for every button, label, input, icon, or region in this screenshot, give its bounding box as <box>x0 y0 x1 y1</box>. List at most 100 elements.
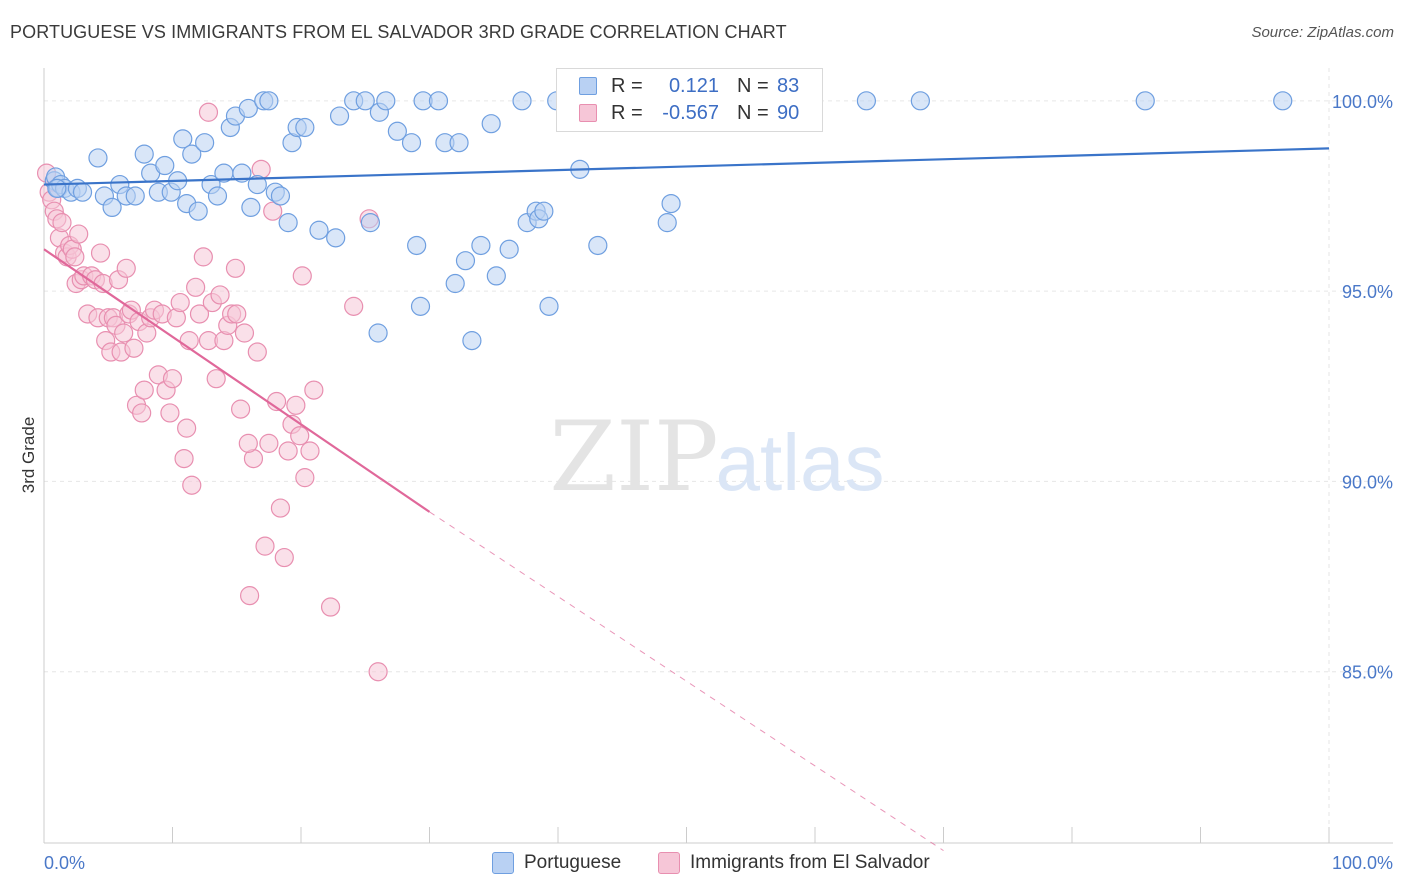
legend-row-el-salvador: R = -0.567 N = 90 <box>579 101 799 125</box>
el-salvador-point <box>270 498 291 518</box>
portuguese-point <box>539 296 559 316</box>
legend-n-value: 90 <box>777 101 800 124</box>
portuguese-point <box>410 296 431 316</box>
series-portuguese <box>44 91 1293 351</box>
el-salvador-point <box>182 475 202 495</box>
el-salvador-point <box>114 323 134 343</box>
el-salvador-point <box>134 380 154 400</box>
portuguese-point <box>588 235 608 256</box>
el-salvador-point <box>210 285 230 305</box>
portuguese-point <box>360 213 380 233</box>
el-salvador-point <box>69 224 89 244</box>
portuguese-point <box>455 251 476 271</box>
portuguese-point <box>499 239 519 259</box>
el-salvador-point <box>193 247 213 267</box>
portuguese-point <box>401 133 422 153</box>
portuguese-point <box>462 331 482 351</box>
legend-label-portuguese: Portuguese <box>524 852 622 873</box>
el-salvador-point <box>198 102 219 122</box>
el-salvador-point <box>247 342 267 362</box>
el-salvador-point <box>259 433 279 453</box>
portuguese-point <box>1135 91 1155 111</box>
legend-r-value: -0.567 <box>662 101 719 124</box>
y-tick-label: 85.0% <box>1342 663 1393 683</box>
portuguese-point <box>445 273 465 294</box>
portuguese-point <box>910 91 930 111</box>
portuguese-point <box>195 133 215 153</box>
el-salvador-point <box>240 586 260 606</box>
el-salvador-point <box>238 433 258 453</box>
portuguese-point <box>657 213 677 233</box>
el-salvador-point <box>344 296 364 316</box>
el-salvador-point <box>162 369 183 389</box>
el-salvador-point <box>234 323 255 343</box>
axes <box>43 68 1393 844</box>
portuguese-point <box>125 186 145 206</box>
el-salvador-point <box>368 662 388 682</box>
el-salvador-point <box>274 547 294 568</box>
portuguese-point <box>407 235 427 256</box>
portuguese-point <box>134 144 154 164</box>
portuguese-point <box>238 98 258 119</box>
el-salvador-point <box>231 399 251 419</box>
el-salvador-point <box>290 426 310 446</box>
el-salvador-point <box>189 304 210 324</box>
el-salvador-point <box>227 304 247 324</box>
el-salvador-point <box>177 418 197 438</box>
portuguese-point <box>368 323 388 343</box>
portuguese-point <box>512 91 532 111</box>
portuguese-point <box>449 133 469 153</box>
el-salvador-point <box>292 266 312 286</box>
chart-title: PORTUGUESE VS IMMIGRANTS FROM EL SALVADO… <box>10 22 787 42</box>
el-salvador-point <box>116 258 136 278</box>
el-salvador-point <box>170 292 190 313</box>
portuguese-point <box>481 114 501 134</box>
portuguese-point <box>88 148 108 168</box>
portuguese-point <box>188 201 208 221</box>
el-salvador-point <box>52 213 72 233</box>
portuguese-point <box>355 91 375 111</box>
portuguese-point <box>376 91 396 111</box>
legend-swatch-pink <box>579 104 597 122</box>
el-salvador-point <box>225 258 246 278</box>
el-salvador-point <box>186 277 206 297</box>
portuguese-point <box>329 106 350 126</box>
portuguese-point <box>155 155 175 176</box>
portuguese-trend-line <box>43 147 1330 186</box>
el-salvador-point <box>278 441 298 461</box>
portuguese-point <box>278 213 298 233</box>
y-axis-label: 3rd Grade <box>19 417 38 494</box>
portuguese-point <box>182 144 202 164</box>
x-tick-label: 100.0% <box>1332 853 1393 873</box>
portuguese-point <box>173 129 193 149</box>
el-salvador-trend-extension <box>429 511 944 852</box>
portuguese-point <box>534 201 554 221</box>
legend-swatch-blue <box>579 77 597 95</box>
legend-label-el-salvador: Immigrants from El Salvador <box>690 852 930 873</box>
portuguese-point <box>486 266 506 286</box>
portuguese-point <box>856 91 877 111</box>
trend-lines <box>43 147 1330 852</box>
legend-n-label: N = <box>737 74 769 97</box>
portuguese-point <box>661 193 681 214</box>
el-salvador-point <box>263 201 283 221</box>
watermark-zip: ZIP <box>549 401 718 513</box>
portuguese-point <box>471 235 491 256</box>
chart-source: Source: ZipAtlas.com <box>1251 24 1394 41</box>
el-salvador-point <box>132 403 152 423</box>
y-tick-label: 90.0% <box>1342 472 1393 492</box>
portuguese-point <box>247 174 267 195</box>
legend-r-label: R = <box>611 101 643 124</box>
el-salvador-point <box>65 247 85 267</box>
el-salvador-trend-line <box>43 248 431 513</box>
series-legend: Portuguese Immigrants from El Salvador <box>0 852 1406 878</box>
y-tick-label: 95.0% <box>1342 282 1393 302</box>
el-salvador-point <box>286 395 306 415</box>
portuguese-point <box>309 220 329 240</box>
el-salvador-point <box>320 597 341 617</box>
zipatlas-watermark: ZIP atlas <box>549 401 884 513</box>
legend-r-value: 0.121 <box>668 74 719 97</box>
el-salvador-point <box>160 403 180 423</box>
watermark-atlas: atlas <box>716 418 885 507</box>
portuguese-point <box>72 182 93 202</box>
